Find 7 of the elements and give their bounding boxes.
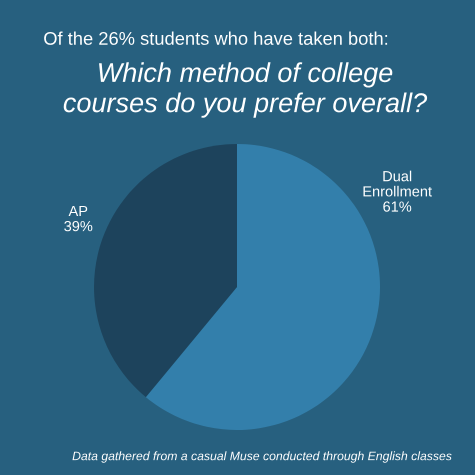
data-label: 61% xyxy=(383,201,412,212)
chart-subtitle: Of the 26% students who have taken both: xyxy=(44,31,388,45)
chart-title: Which method of college courses do you prefer overall? xyxy=(64,62,428,118)
slice-label: Dual Enrollment xyxy=(364,170,432,197)
text: Data gathered from a casual Muse conducted through English classes xyxy=(72,451,452,463)
data-label: 39% xyxy=(64,220,92,232)
slice-label: AP xyxy=(68,206,88,216)
